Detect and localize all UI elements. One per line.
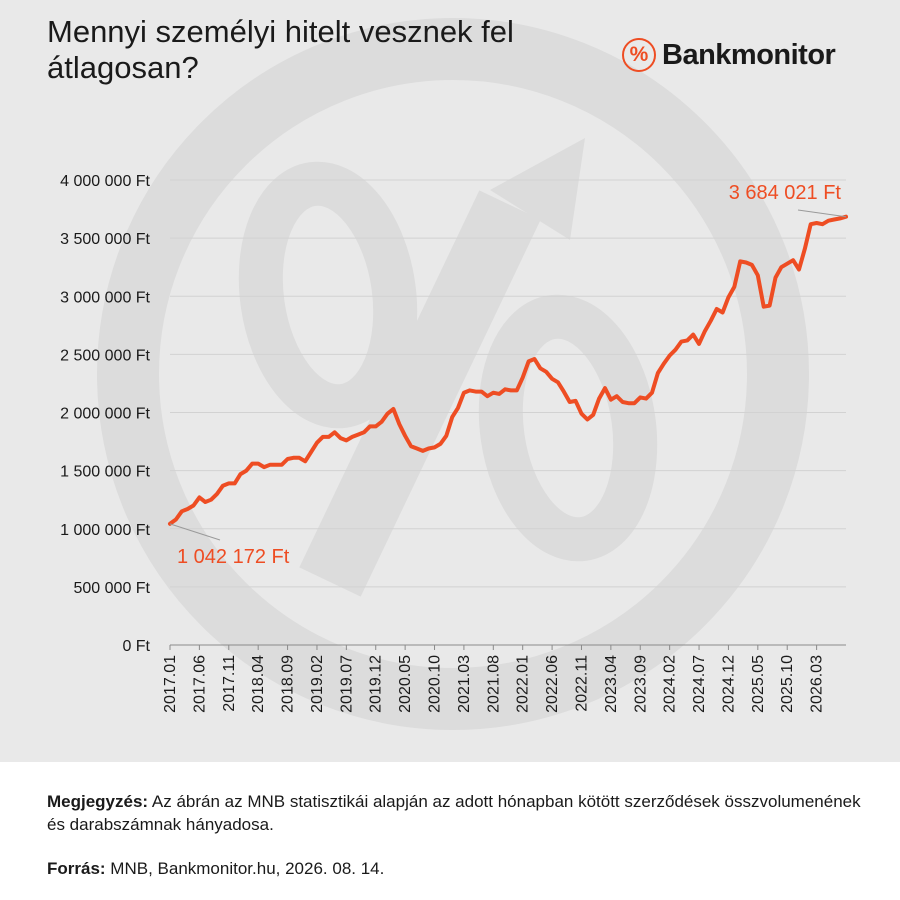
y-tick-label: 0 Ft [122, 638, 150, 655]
y-tick-label: 3 500 000 Ft [60, 231, 150, 248]
x-tick-label: 2018.09 [280, 655, 297, 713]
x-axis: 2017.01 2017.06 2017.11 2018.04 2018.09 2019.… [162, 644, 846, 713]
x-tick-label: 2017.11 [221, 655, 238, 712]
x-tick-label: 2026.03 [809, 655, 826, 713]
y-axis: 0 Ft 500 000 Ft 1 000 000 Ft 1 500 000 Ft 2 … [60, 173, 150, 655]
x-tick-label: 2025.05 [750, 655, 767, 713]
x-tick-label: 2018.04 [250, 655, 267, 713]
x-tick-label: 2019.02 [309, 655, 326, 713]
source-label: Forrás: [47, 859, 106, 878]
x-tick-label: 2023.04 [603, 655, 620, 713]
x-tick-label: 2024.12 [720, 655, 737, 713]
chart-title: Mennyi személyi hitelt vesznek fel átlag… [47, 14, 514, 85]
x-tick-label: 2020.10 [427, 655, 444, 713]
y-tick-label: 3 000 000 Ft [60, 289, 150, 306]
x-tick-label: 2021.03 [456, 655, 473, 713]
note-text: Az ábrán az MNB statisztikái alapján az … [47, 792, 861, 834]
x-tick-label: 2021.08 [485, 655, 502, 713]
data-line [168, 214, 848, 526]
line-chart: 0 Ft 500 000 Ft 1 000 000 Ft 1 500 000 Ft 2 … [60, 18, 848, 730]
annotation-leader-end [797, 209, 847, 218]
annotation-end-value: 3 684 021 Ft [729, 182, 842, 204]
chart-card: 0 Ft 500 000 Ft 1 000 000 Ft 1 500 000 Ft 2 … [0, 0, 900, 762]
x-tick-label: 2020.05 [397, 655, 414, 713]
source-text: MNB, Bankmonitor.hu, 2026. 08. 14. [105, 859, 385, 878]
percent-badge-icon: % [622, 38, 656, 72]
y-tick-label: 500 000 Ft [74, 580, 151, 597]
note-paragraph: Megjegyzés: Az ábrán az MNB statisztikái… [47, 790, 867, 836]
series-layer [168, 214, 848, 526]
brand-name: Bankmonitor [662, 38, 836, 71]
x-tick-label: 2024.02 [662, 655, 679, 713]
x-tick-label: 2023.09 [632, 655, 649, 713]
x-tick-label: 2022.01 [515, 655, 532, 713]
annotation-start-value: 1 042 172 Ft [177, 546, 290, 568]
y-tick-label: 2 500 000 Ft [60, 347, 150, 364]
x-tick-label: 2024.07 [691, 655, 708, 713]
y-tick-label: 1 000 000 Ft [60, 522, 150, 539]
y-tick-label: 4 000 000 Ft [60, 173, 150, 190]
background-watermark [97, 18, 809, 730]
x-tick-label: 2017.06 [191, 655, 208, 713]
x-tick-label: 2022.11 [573, 655, 590, 712]
source-paragraph: Forrás: MNB, Bankmonitor.hu, 2026. 08. 1… [47, 857, 867, 880]
brand-logo: % Bankmonitor [622, 36, 836, 74]
x-tick-label: 2017.01 [162, 655, 179, 713]
chart-footer: Megjegyzés: Az ábrán az MNB statisztikái… [47, 790, 867, 880]
y-tick-label: 2 000 000 Ft [60, 406, 150, 423]
annotation-leader-start [169, 523, 221, 541]
y-tick-label: 1 500 000 Ft [60, 464, 150, 481]
x-tick-label: 2019.12 [368, 655, 385, 713]
x-tick-label: 2022.06 [544, 655, 561, 713]
x-tick-label: 2019.07 [338, 655, 355, 713]
note-label: Megjegyzés: [47, 792, 149, 811]
annotations-layer: 1 042 172 Ft 3 684 021 Ft [169, 182, 847, 568]
x-tick-label: 2025.10 [779, 655, 796, 713]
